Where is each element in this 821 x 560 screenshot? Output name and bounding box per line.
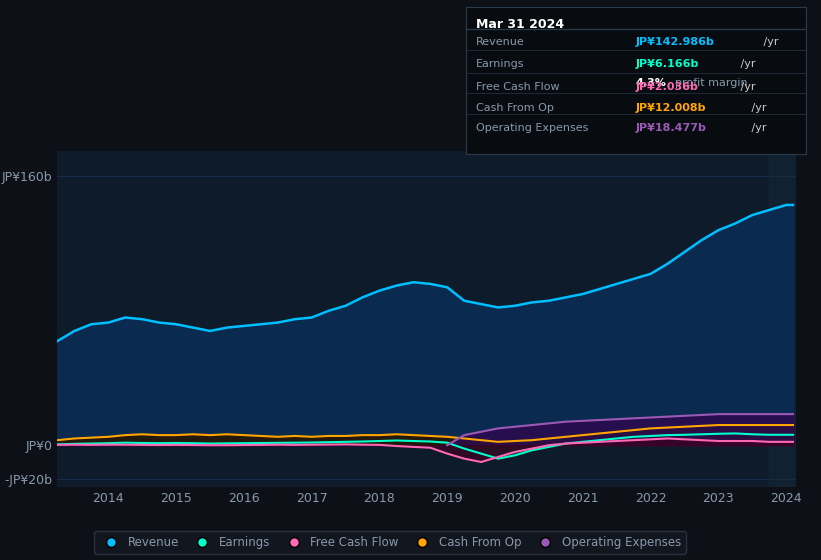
Text: JP¥18.477b: JP¥18.477b xyxy=(635,123,707,133)
Text: /yr: /yr xyxy=(737,82,755,92)
Text: Earnings: Earnings xyxy=(475,59,525,69)
Text: /yr: /yr xyxy=(748,102,767,113)
Legend: Revenue, Earnings, Free Cash Flow, Cash From Op, Operating Expenses: Revenue, Earnings, Free Cash Flow, Cash … xyxy=(94,531,686,553)
Text: JP¥2.036b: JP¥2.036b xyxy=(635,82,699,92)
Text: /yr: /yr xyxy=(737,59,755,69)
Text: 4.3%: 4.3% xyxy=(635,78,667,88)
Text: JP¥12.008b: JP¥12.008b xyxy=(635,102,706,113)
Text: Cash From Op: Cash From Op xyxy=(475,102,553,113)
Text: Revenue: Revenue xyxy=(475,36,525,46)
Text: /yr: /yr xyxy=(748,123,767,133)
Text: JP¥6.166b: JP¥6.166b xyxy=(635,59,699,69)
Text: /yr: /yr xyxy=(759,36,778,46)
Text: Operating Expenses: Operating Expenses xyxy=(475,123,588,133)
Text: profit margin: profit margin xyxy=(675,78,748,88)
Text: Mar 31 2024: Mar 31 2024 xyxy=(475,17,564,31)
Bar xyxy=(769,151,800,487)
Text: Free Cash Flow: Free Cash Flow xyxy=(475,82,559,92)
Text: JP¥142.986b: JP¥142.986b xyxy=(635,36,715,46)
